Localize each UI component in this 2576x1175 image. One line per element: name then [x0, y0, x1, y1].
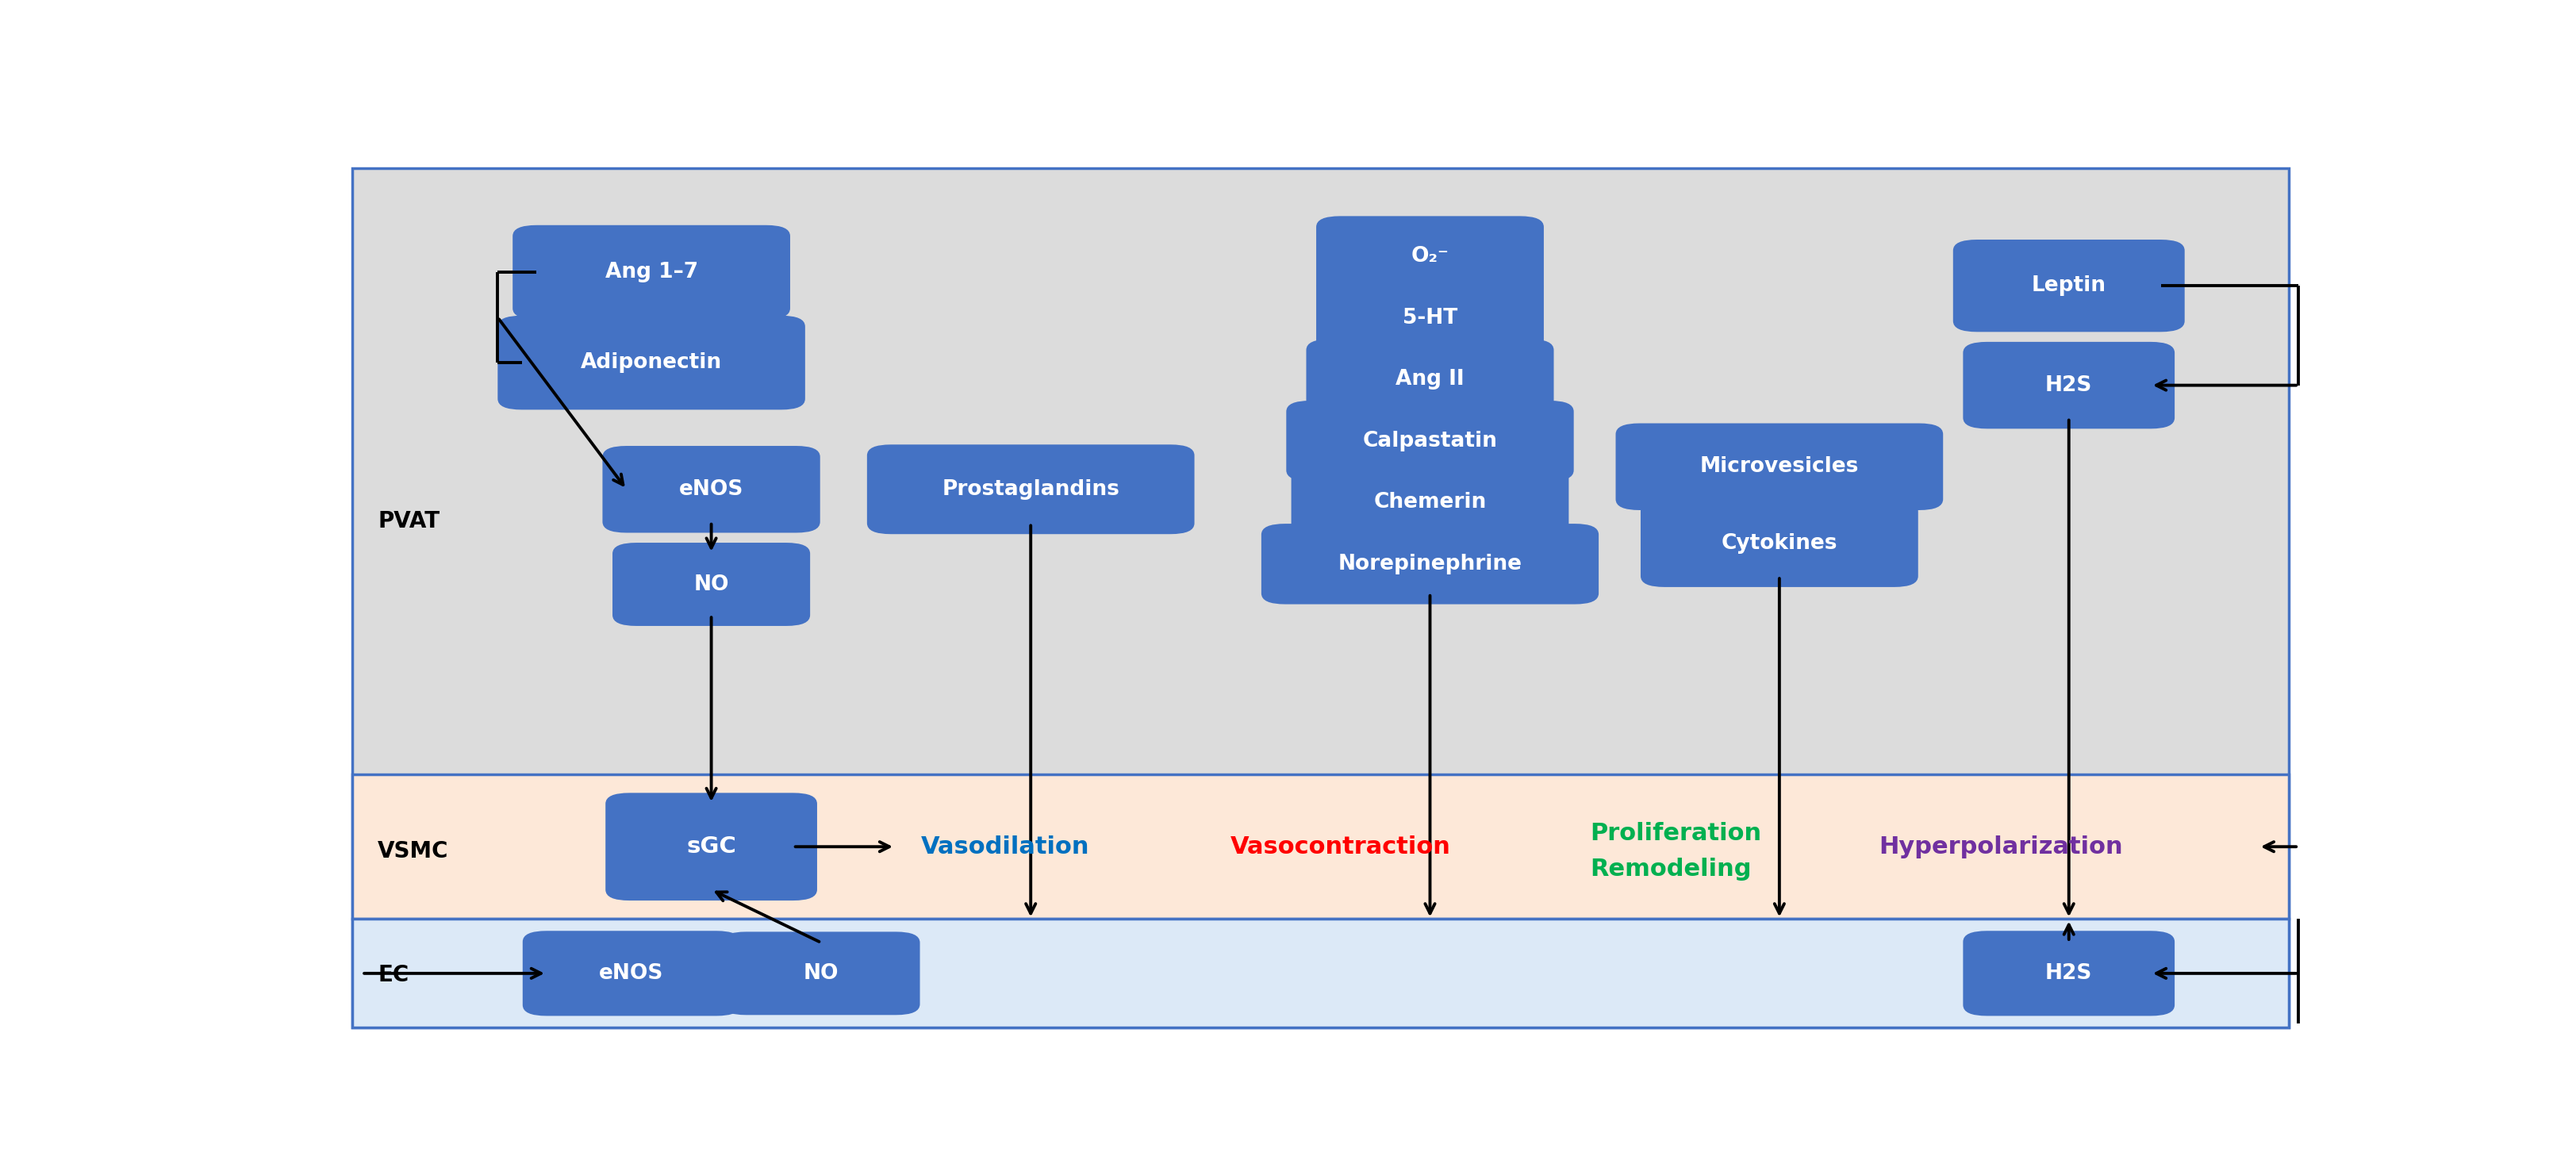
- FancyBboxPatch shape: [1262, 524, 1600, 604]
- Text: Calpastatin: Calpastatin: [1363, 430, 1497, 451]
- Text: H2S: H2S: [2045, 963, 2092, 983]
- Text: Vasocontraction: Vasocontraction: [1231, 835, 1450, 858]
- Text: Adiponectin: Adiponectin: [580, 353, 721, 372]
- FancyBboxPatch shape: [1291, 462, 1569, 543]
- FancyBboxPatch shape: [868, 444, 1195, 535]
- Text: PVAT: PVAT: [379, 510, 440, 532]
- Text: Proliferation: Proliferation: [1589, 821, 1762, 845]
- Text: EC: EC: [379, 963, 410, 986]
- Text: eNOS: eNOS: [680, 479, 744, 499]
- Text: Leptin: Leptin: [2032, 275, 2107, 296]
- Text: sGC: sGC: [685, 835, 737, 858]
- Text: H2S: H2S: [2045, 375, 2092, 396]
- FancyBboxPatch shape: [1963, 342, 2174, 429]
- FancyBboxPatch shape: [1285, 401, 1574, 482]
- Text: Vasodilation: Vasodilation: [922, 835, 1090, 858]
- Text: NO: NO: [804, 963, 840, 983]
- FancyBboxPatch shape: [1963, 931, 2174, 1016]
- Text: Ang 1–7: Ang 1–7: [605, 262, 698, 282]
- Text: 5-HT: 5-HT: [1401, 308, 1458, 328]
- FancyBboxPatch shape: [605, 793, 817, 900]
- Text: Microvesicles: Microvesicles: [1700, 456, 1860, 477]
- Text: Prostaglandins: Prostaglandins: [943, 479, 1121, 499]
- Text: Remodeling: Remodeling: [1589, 858, 1752, 881]
- FancyBboxPatch shape: [1615, 423, 1942, 510]
- FancyBboxPatch shape: [497, 316, 806, 410]
- Text: eNOS: eNOS: [600, 963, 665, 983]
- FancyBboxPatch shape: [1316, 216, 1543, 296]
- FancyBboxPatch shape: [523, 931, 739, 1016]
- FancyBboxPatch shape: [603, 445, 819, 532]
- FancyBboxPatch shape: [1306, 340, 1553, 419]
- Text: Hyperpolarization: Hyperpolarization: [1880, 835, 2123, 858]
- Text: Chemerin: Chemerin: [1373, 492, 1486, 512]
- FancyBboxPatch shape: [721, 932, 920, 1015]
- FancyBboxPatch shape: [353, 919, 2287, 1028]
- Text: Norepinephrine: Norepinephrine: [1337, 553, 1522, 575]
- Text: VSMC: VSMC: [379, 840, 448, 862]
- Text: Ang II: Ang II: [1396, 369, 1463, 390]
- FancyBboxPatch shape: [613, 543, 809, 626]
- Text: NO: NO: [693, 575, 729, 595]
- FancyBboxPatch shape: [353, 774, 2287, 919]
- FancyBboxPatch shape: [513, 226, 791, 320]
- Text: O₂⁻: O₂⁻: [1412, 246, 1448, 267]
- FancyBboxPatch shape: [353, 168, 2287, 1028]
- FancyBboxPatch shape: [1316, 277, 1543, 358]
- Text: Cytokines: Cytokines: [1721, 533, 1837, 553]
- FancyBboxPatch shape: [1641, 501, 1919, 588]
- FancyBboxPatch shape: [1953, 240, 2184, 331]
